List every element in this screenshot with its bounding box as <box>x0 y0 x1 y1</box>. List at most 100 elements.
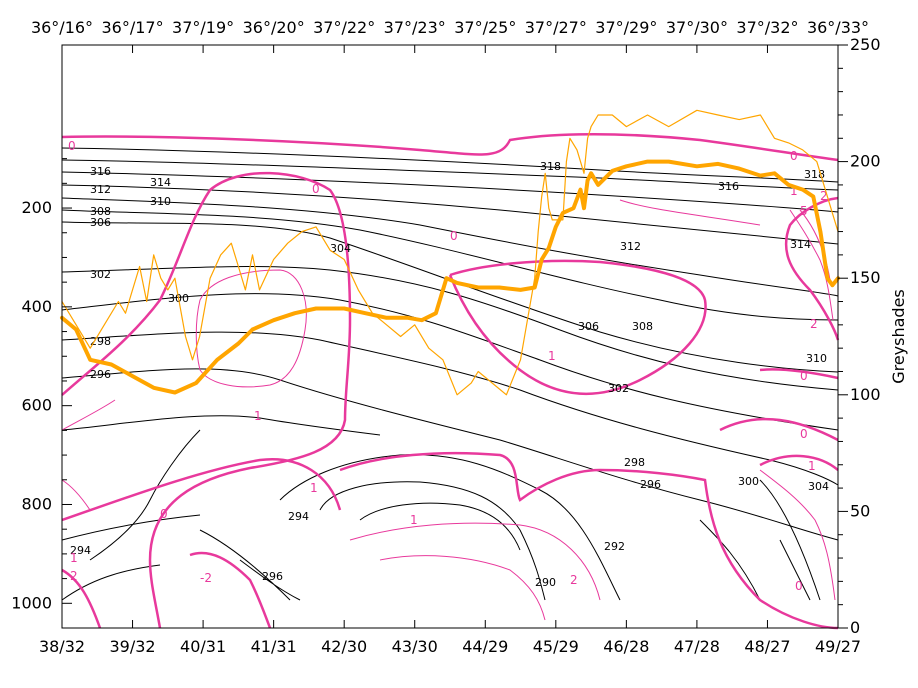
right-tick-label: 100 <box>850 385 881 404</box>
pv-contour-thin <box>349 522 601 601</box>
bottom-axis-label: 42/30 <box>321 637 367 656</box>
top-axis-label: 37°/32° <box>736 18 798 37</box>
contour-value-label: 296 <box>90 368 111 381</box>
pv-contour-value-label: 2 <box>570 573 578 587</box>
pv-contour-thick <box>339 451 839 630</box>
pv-contour-value-label: 1 <box>410 513 418 527</box>
top-axis-label: 37°/22° <box>313 18 375 37</box>
right-tick-label: 150 <box>850 268 881 287</box>
pv-contour-value-label: 0 <box>790 149 798 163</box>
isentrope-contour <box>199 529 301 601</box>
top-axis-label: 37°/19° <box>172 18 234 37</box>
contour-value-label: 312 <box>90 183 111 196</box>
pv-contour-value-label: 0 <box>312 182 320 196</box>
left-tick-label: 1000 <box>11 593 52 612</box>
isentrope-contour <box>61 209 839 321</box>
bottom-axis-label: 39/32 <box>109 637 155 656</box>
isentrope-contour <box>61 368 839 541</box>
pv-contour-value-label: 1 <box>254 409 262 423</box>
top-axis-label: 37°/30° <box>666 18 728 37</box>
pv-contour-value-label: 5 <box>800 204 808 218</box>
top-axis-label: 36°/33° <box>807 18 869 37</box>
pv-contour-thin <box>379 555 546 621</box>
contour-value-label: 298 <box>624 456 645 469</box>
pv-contour-thin <box>61 479 91 511</box>
isentrope-contour <box>61 197 839 297</box>
contour-value-label: 310 <box>806 352 827 365</box>
contour-value-label: 302 <box>608 382 629 395</box>
pv-contour-value-label: 0 <box>450 229 458 243</box>
pv-contour-value-label: 2 <box>820 189 828 203</box>
left-tick-label: 600 <box>21 396 52 415</box>
bottom-axis-label: 43/30 <box>392 637 438 656</box>
pv-contour-value-label: 1 <box>70 551 78 565</box>
contour-value-label: 306 <box>90 216 111 229</box>
series-layer <box>60 109 840 396</box>
contour-value-label: 300 <box>738 475 759 488</box>
pv-contour-thick <box>784 196 840 341</box>
bottom-axis-label: 38/32 <box>39 637 85 656</box>
contour-value-label: 304 <box>330 242 351 255</box>
right-tick-label: 0 <box>850 618 860 637</box>
pv-contour-value-label: 1 <box>808 459 816 473</box>
contour-value-label: 316 <box>90 165 111 178</box>
pv-contour-thick <box>448 259 707 396</box>
isentrope-contour <box>699 479 821 601</box>
isentrope-contour <box>61 266 839 391</box>
pv-contour-value-label: 1 <box>548 349 556 363</box>
contour-value-label: 296 <box>262 570 283 583</box>
isentrope-contour <box>61 564 161 601</box>
right-tick-label: 50 <box>850 501 870 520</box>
pv-contour-value-label: 1 <box>790 184 798 198</box>
right-axis-label: Greyshades <box>889 289 908 384</box>
contour-value-label: 302 <box>90 268 111 281</box>
pv-contour-value-label: 0 <box>795 579 803 593</box>
top-axis-label: 37°/25° <box>454 18 516 37</box>
contour-value-label: 294 <box>70 544 91 557</box>
pv-contour-thin <box>619 199 761 226</box>
pv-contour-value-label: 0 <box>160 507 168 521</box>
pv-contour-thick <box>61 132 839 162</box>
axes-layer: 2004006008001000050100150200250Greyshade… <box>11 18 908 656</box>
contour-value-label: 314 <box>150 176 171 189</box>
bottom-axis-label: 47/28 <box>674 637 720 656</box>
bottom-axis-label: 48/27 <box>744 637 790 656</box>
right-tick-label: 200 <box>850 152 881 171</box>
contour-value-label: 308 <box>632 320 653 333</box>
isentrope-contour <box>61 184 839 245</box>
contour-value-label: 306 <box>578 320 599 333</box>
isentrope-contour <box>61 171 839 213</box>
pv-contour-thin <box>759 469 836 601</box>
bottom-axis-label: 40/31 <box>180 637 226 656</box>
isentrope-contour <box>61 293 839 431</box>
isentrope-contour <box>319 481 546 601</box>
contour-value-label: 292 <box>604 540 625 553</box>
contour-value-label: 318 <box>540 160 561 173</box>
isentrope-contour <box>61 415 381 436</box>
bottom-axis-label: 44/29 <box>462 637 508 656</box>
contour-background: 3163123083063143103023003042982963183163… <box>61 132 840 630</box>
isentrope-contour <box>61 429 201 561</box>
contour-value-label: 290 <box>535 576 556 589</box>
bottom-axis-label: 45/29 <box>533 637 579 656</box>
pv-contour-thick <box>61 568 102 629</box>
bottom-axis-label: 49/27 <box>815 637 861 656</box>
pv-contour-thin <box>789 209 834 321</box>
top-axis-label: 36°/17° <box>101 18 163 37</box>
contour-value-label: 294 <box>288 510 309 523</box>
pv-contour-thin <box>61 399 116 431</box>
plot-frame <box>61 44 839 629</box>
left-tick-label: 200 <box>21 198 52 217</box>
pv-contour-thin <box>195 269 307 388</box>
contour-value-label: 298 <box>90 335 111 348</box>
pv-contour-thick <box>189 551 272 629</box>
contour-value-label: 314 <box>790 238 811 251</box>
isentrope-contour <box>61 147 839 183</box>
pv-contour-value-label: 2 <box>810 317 818 331</box>
pv-contour-thick <box>719 417 839 471</box>
isentrope-contour <box>61 331 839 486</box>
bottom-axis-label: 41/31 <box>251 637 297 656</box>
top-axis-label: 37°/29° <box>595 18 657 37</box>
